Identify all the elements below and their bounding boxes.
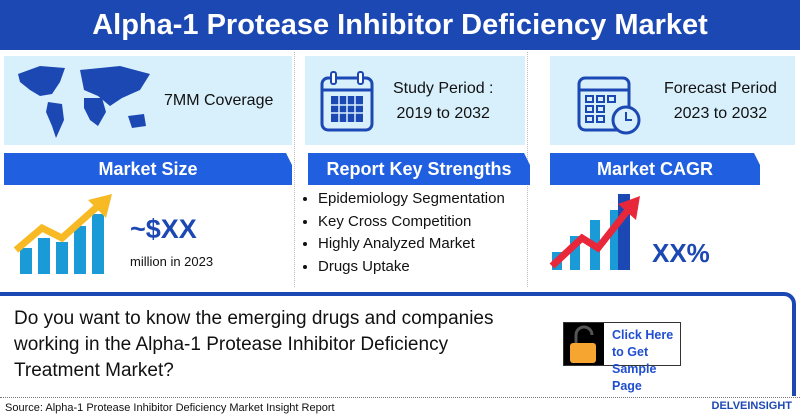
list-item: Drugs Uptake <box>318 256 505 279</box>
market-size-value: ~$XX <box>130 214 197 244</box>
study-period-label: Study Period : <box>393 80 494 97</box>
sample-page-button-label[interactable]: Click Here to Get Sample Page <box>612 328 674 393</box>
forecast-period-card: Forecast Period 2023 to 2032 <box>550 56 795 145</box>
list-item: Epidemiology Segmentation <box>318 188 505 211</box>
world-map-icon <box>18 66 150 138</box>
page-title: Alpha-1 Protease Inhibitor Deficiency Ma… <box>0 0 800 50</box>
coverage-card: 7MM Coverage <box>4 56 292 145</box>
cta-box <box>0 292 796 396</box>
cta-question: Do you want to know the emerging drugs a… <box>14 308 494 381</box>
cagr-chart-icon <box>549 194 640 270</box>
study-period-card: Study Period : 2019 to 2032 <box>305 56 525 145</box>
footer-divider <box>0 397 800 398</box>
list-item: Highly Analyzed Market <box>318 233 505 256</box>
calendar-clock-icon <box>577 76 641 135</box>
coverage-text: 7MM Coverage <box>164 92 274 109</box>
cagr-value: XX% <box>652 238 710 268</box>
market-size-unit: million in 2023 <box>130 254 214 269</box>
market-size-label: Market Size <box>4 153 292 185</box>
calendar-icon <box>320 71 374 132</box>
source-text: Source: Alpha-1 Protease Inhibitor Defic… <box>5 402 335 414</box>
key-strengths-label: Report Key Strengths <box>308 153 530 185</box>
delveinsight-logo: DELVEINSIGHT <box>711 400 792 412</box>
market-cagr-label: Market CAGR <box>550 153 760 185</box>
divider <box>294 52 295 287</box>
forecast-period-label: Forecast Period <box>664 80 777 97</box>
list-item: Key Cross Competition <box>318 211 505 234</box>
unlock-icon <box>564 323 604 365</box>
growth-chart-icon <box>13 194 112 274</box>
sample-page-button[interactable]: Click Here to Get Sample Page <box>563 322 681 393</box>
forecast-period-value: 2023 to 2032 <box>673 105 768 122</box>
study-period-value: 2019 to 2032 <box>396 105 490 122</box>
strengths-list: Epidemiology Segmentation Key Cross Comp… <box>300 188 505 278</box>
